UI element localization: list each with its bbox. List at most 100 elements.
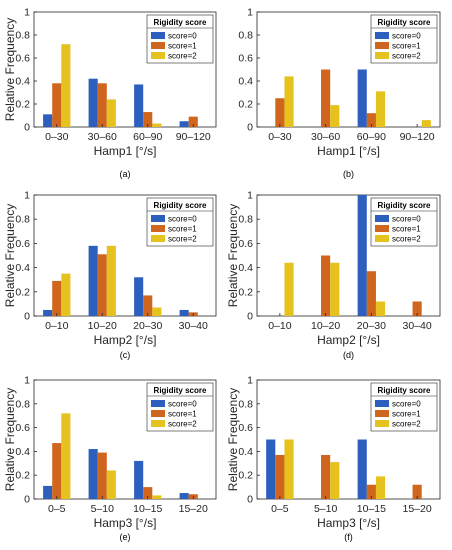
- y-axis-label: Relative Frequency: [3, 204, 17, 307]
- bar-score-1-2: [366, 271, 376, 316]
- bar-score-1-0: [275, 454, 285, 499]
- x-tick-label: 0–5: [271, 503, 289, 515]
- x-tick-label: 10–20: [88, 320, 117, 332]
- y-tick-label: 0.6: [15, 238, 30, 250]
- legend-entry: score=1: [392, 42, 421, 51]
- bar-score-2-2: [375, 476, 386, 499]
- panel-label: (b): [343, 169, 354, 179]
- panel-label: (a): [120, 169, 131, 179]
- legend-swatch: [375, 410, 389, 417]
- x-axis-label: Hamp2 [°/s]: [94, 333, 157, 347]
- bar-score-2-1: [330, 105, 340, 127]
- bar-score-1-0: [52, 443, 62, 499]
- x-tick-label: 90–120: [176, 131, 211, 143]
- panel-label: (d): [343, 350, 354, 360]
- legend-swatch: [151, 42, 165, 49]
- bar-score-0-3: [179, 309, 189, 316]
- y-tick-label: 0: [247, 122, 253, 134]
- legend-entry: score=2: [392, 52, 421, 61]
- y-tick-label: 0.2: [238, 286, 253, 298]
- y-tick-label: 1: [24, 7, 30, 19]
- legend-entry: score=2: [168, 52, 197, 61]
- bar-score-2-2: [152, 495, 162, 499]
- bar-score-0-3: [179, 493, 189, 499]
- bar-score-1-3: [412, 301, 422, 316]
- bar-score-1-1: [321, 454, 331, 499]
- bar-score-2-1: [106, 99, 116, 127]
- bar-score-2-0: [61, 273, 71, 316]
- y-tick-label: 0.2: [15, 286, 30, 298]
- chart-panel-e: 0 0.2 0.4 0.6 0.8 1 Relative Frequency 0–5 5–10 1…: [3, 375, 217, 542]
- bar-score-2-1: [106, 470, 116, 499]
- x-tick-label: 10–15: [133, 503, 162, 515]
- x-tick-label: 90–120: [400, 131, 435, 143]
- y-tick-label: 0.6: [15, 422, 30, 434]
- legend-entry: score=0: [392, 400, 421, 409]
- bar-score-2-2: [152, 123, 162, 127]
- y-tick-label: 0.6: [238, 238, 253, 250]
- legend-entry: score=1: [168, 42, 197, 51]
- y-tick-label: 1: [24, 190, 30, 202]
- bar-score-1-1: [97, 254, 107, 316]
- legend-entry: score=0: [392, 215, 421, 224]
- bar-score-0-3: [179, 121, 189, 127]
- legend-swatch: [375, 215, 389, 222]
- legend-swatch: [375, 42, 389, 49]
- x-tick-label: 30–40: [403, 320, 432, 332]
- legend-swatch: [151, 235, 165, 242]
- y-tick-label: 1: [24, 375, 30, 387]
- y-tick-label: 0.4: [238, 446, 253, 458]
- x-tick-label: 60–90: [133, 131, 162, 143]
- bar-score-2-2: [375, 91, 386, 127]
- y-tick-label: 0.8: [15, 30, 30, 42]
- bar-score-2-0: [61, 44, 71, 128]
- y-axis-label: Relative Frequency: [226, 204, 240, 307]
- y-tick-label: 0.6: [238, 53, 253, 65]
- legend-swatch: [151, 225, 165, 232]
- legend-swatch: [151, 52, 165, 59]
- x-tick-label: 0–10: [45, 320, 69, 332]
- x-tick-label: 20–30: [133, 320, 162, 332]
- bar-score-1-1: [97, 83, 107, 127]
- x-axis-label: Hamp2 [°/s]: [317, 333, 380, 347]
- bar-score-0-2: [134, 84, 144, 127]
- bar-score-2-2: [375, 301, 386, 316]
- legend-entry: score=0: [168, 215, 197, 224]
- bar-score-0-1: [88, 449, 98, 499]
- legend-swatch: [375, 32, 389, 39]
- plot-frame: [33, 379, 217, 500]
- bar-score-1-1: [97, 452, 107, 499]
- legend-entry: score=0: [392, 32, 421, 41]
- chart-panel-f: 0 0.2 0.4 0.6 0.8 1 Relative Frequency 0–5 5–10 1…: [226, 375, 441, 542]
- y-tick-label: 0.4: [15, 76, 30, 88]
- y-tick-label: 0: [24, 494, 30, 506]
- legend-entry: score=1: [392, 410, 421, 419]
- y-tick-label: 1: [247, 375, 253, 387]
- legend-entry: score=0: [168, 400, 197, 409]
- plot-frame: [256, 11, 441, 128]
- y-tick-label: 0.4: [15, 446, 30, 458]
- bar-score-1-2: [143, 487, 153, 499]
- y-tick-label: 0: [24, 311, 30, 323]
- legend-entry: score=1: [168, 225, 197, 234]
- legend-entry: score=2: [168, 420, 197, 429]
- x-tick-label: 0–30: [45, 131, 69, 143]
- chart-panel-a: 0 0.2 0.4 0.6 0.8 1 Relative Frequency 0–30 30–6…: [3, 7, 217, 179]
- y-tick-label: 0.6: [238, 422, 253, 434]
- bar-score-2-2: [152, 307, 162, 316]
- bar-score-1-0: [52, 83, 62, 127]
- bar-score-2-1: [330, 462, 340, 499]
- legend-swatch: [151, 400, 165, 407]
- plot-frame: [33, 194, 217, 317]
- bar-score-0-2: [134, 277, 144, 316]
- bar-score-2-1: [330, 262, 340, 316]
- y-tick-label: 0.6: [15, 53, 30, 65]
- bar-score-0-0: [43, 309, 53, 316]
- legend-title: Rigidity score: [378, 201, 431, 210]
- bar-score-1-1: [321, 255, 331, 316]
- x-tick-label: 30–60: [88, 131, 117, 143]
- y-tick-label: 1: [247, 7, 253, 19]
